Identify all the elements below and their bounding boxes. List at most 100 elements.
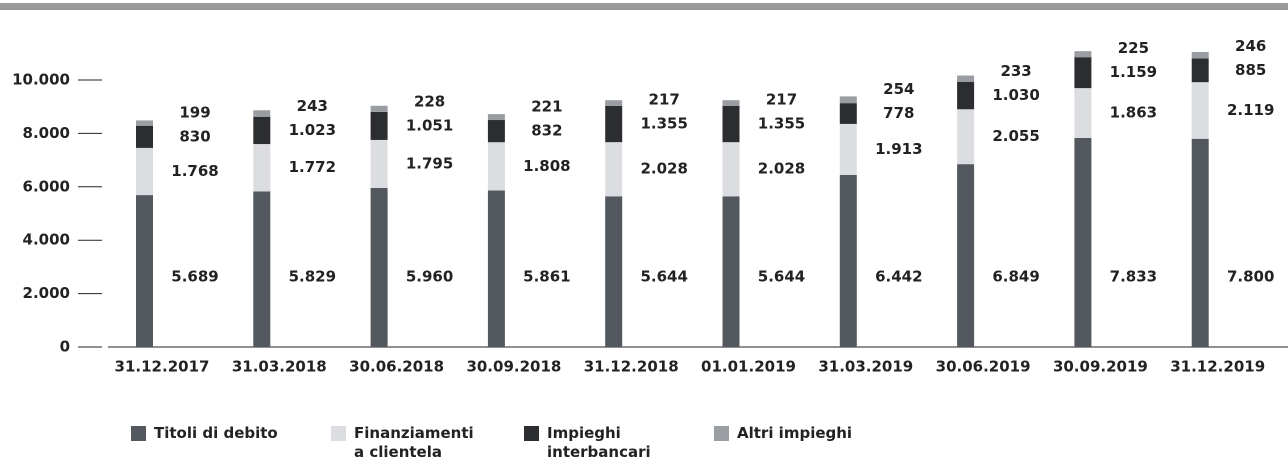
legend-swatch (331, 426, 346, 441)
y-tick-label: 0 (60, 338, 70, 356)
bar-segment (605, 196, 623, 347)
bar-segment (722, 105, 740, 143)
value-label: 2.028 (640, 160, 687, 178)
legend-item: Impieghi interbancari (524, 424, 667, 462)
value-label: 6.442 (875, 268, 922, 286)
value-label: 1.863 (1110, 103, 1157, 121)
x-tick-label: 30.06.2018 (349, 358, 444, 376)
bar-segment (487, 142, 505, 191)
value-label: 1.795 (406, 154, 453, 172)
value-label: 5.960 (406, 268, 453, 286)
bar-segment (136, 195, 153, 347)
x-tick-label: 01.01.2019 (701, 358, 796, 376)
value-label: 1.772 (289, 158, 336, 176)
bar-segment (1074, 51, 1092, 58)
bar-segment (370, 111, 388, 140)
legend-label: Titoli di debito (154, 424, 278, 442)
value-label: 5.829 (289, 268, 336, 286)
bar-segment (136, 147, 153, 196)
bar-segment (605, 105, 623, 143)
value-label: 199 (179, 103, 210, 121)
legend-swatch (714, 426, 729, 441)
x-tick-label: 31.03.2019 (818, 358, 913, 376)
x-tick-label: 31.12.2018 (584, 358, 679, 376)
bar-segment (1074, 137, 1092, 347)
bar-segment (253, 144, 271, 192)
value-label: 5.644 (640, 268, 687, 286)
x-tick-label: 30.09.2018 (466, 358, 561, 376)
bar-segment (957, 75, 975, 82)
legend-label: Altri impieghi (737, 424, 853, 442)
value-label: 7.800 (1227, 268, 1274, 286)
x-tick-label: 31.03.2018 (232, 358, 327, 376)
bar-segment (370, 139, 388, 188)
bar-segment (1191, 82, 1209, 139)
y-tick-label: 4.000 (23, 231, 70, 249)
value-label: 254 (883, 80, 914, 98)
value-label: 830 (179, 127, 210, 145)
value-label: 243 (297, 97, 328, 115)
bar-segment (1191, 138, 1209, 347)
bar-segment (957, 109, 975, 165)
bar-segment (253, 110, 271, 117)
bar-segment (839, 96, 857, 104)
bar-segment (839, 123, 857, 175)
value-label: 225 (1118, 39, 1149, 57)
bar-segment (722, 196, 740, 347)
bar-segment (957, 81, 975, 110)
bar-segment (839, 174, 857, 347)
value-label: 1.355 (758, 115, 805, 133)
value-label: 1.355 (640, 115, 687, 133)
value-label: 233 (1000, 62, 1031, 80)
bar-segment (136, 120, 153, 126)
value-label: 1.023 (289, 121, 336, 139)
x-tick-label: 31.12.2017 (115, 358, 210, 376)
bar-segment (487, 114, 505, 121)
value-label: 1.913 (875, 140, 922, 158)
value-label: 221 (531, 98, 562, 116)
x-tick-label: 30.06.2019 (936, 358, 1031, 376)
bar-segment (1074, 57, 1092, 89)
value-label: 1.051 (406, 116, 453, 134)
value-label: 7.833 (1110, 268, 1157, 286)
value-label: 228 (414, 92, 445, 110)
value-label: 246 (1235, 37, 1266, 55)
bar-segment (253, 191, 271, 347)
value-label: 1.768 (171, 162, 218, 180)
value-label: 217 (649, 91, 680, 109)
bar-segment (605, 142, 623, 197)
value-label: 2.055 (992, 127, 1039, 145)
bar-segment (957, 164, 975, 347)
bar-segment (1074, 88, 1092, 138)
value-label: 1.030 (992, 86, 1039, 104)
bar-segment (722, 100, 740, 106)
legend-label: Impieghi interbancari (547, 424, 651, 461)
bar-segment (370, 105, 388, 112)
value-label: 6.849 (992, 268, 1039, 286)
value-label: 885 (1235, 61, 1266, 79)
legend-item: Titoli di debito (131, 424, 314, 443)
bar-segment (605, 100, 623, 106)
value-label: 2.119 (1227, 101, 1274, 119)
bar-segment (370, 187, 388, 347)
x-tick-label: 31.12.2019 (1170, 358, 1265, 376)
value-label: 1.808 (523, 157, 570, 175)
bar-segment (1191, 58, 1209, 83)
value-label: 832 (531, 122, 562, 140)
value-label: 217 (766, 91, 797, 109)
bar-segment (722, 142, 740, 197)
value-label: 5.861 (523, 268, 570, 286)
bar-segment (487, 120, 505, 143)
legend-label: Finanziamenti a clientela (354, 424, 474, 461)
bar-segment (136, 125, 153, 148)
legend-item: Altri impieghi (714, 424, 897, 443)
value-label: 5.644 (758, 268, 805, 286)
legend-swatch (524, 426, 539, 441)
value-label: 5.689 (171, 268, 218, 286)
top-rule (0, 3, 1288, 10)
legend-swatch (131, 426, 146, 441)
y-tick-label: 6.000 (23, 177, 70, 195)
value-label: 778 (883, 104, 914, 122)
